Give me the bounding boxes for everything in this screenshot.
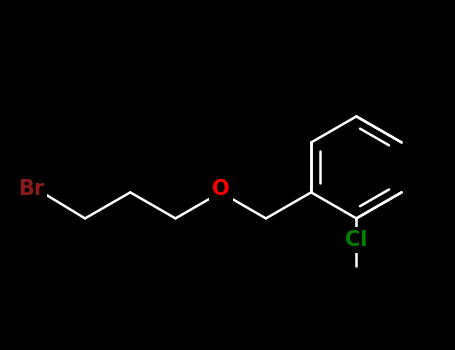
Text: O: O <box>212 179 229 199</box>
Text: Cl: Cl <box>345 230 368 250</box>
Text: Br: Br <box>18 179 44 199</box>
